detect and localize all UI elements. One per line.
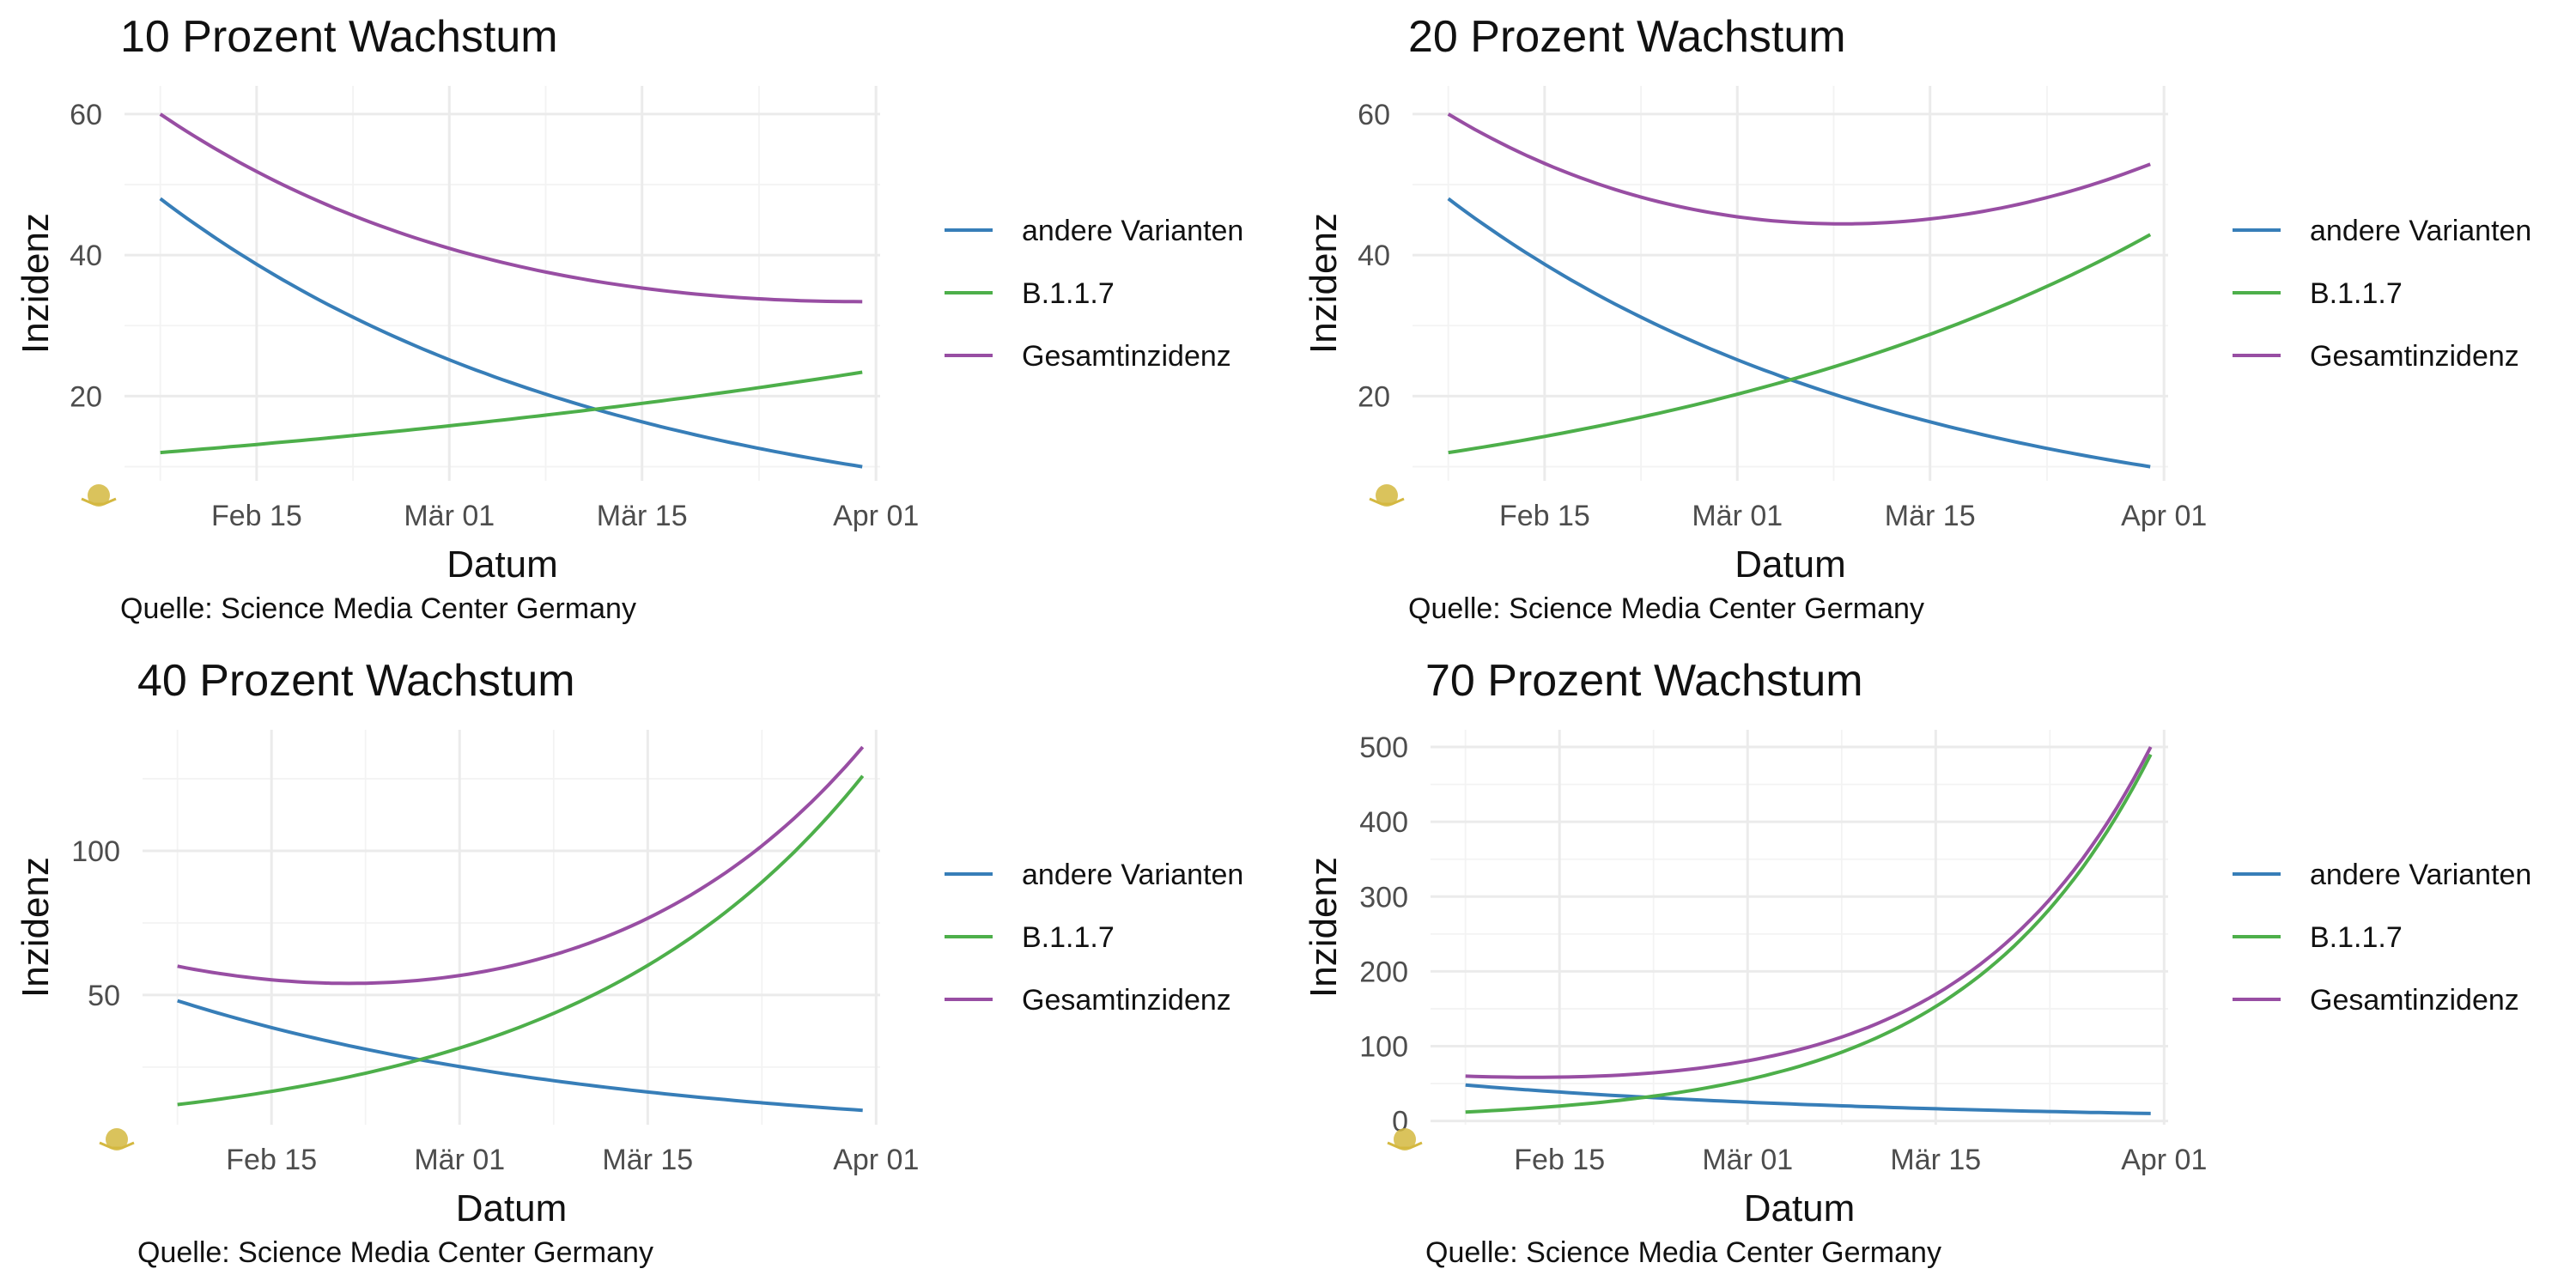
legend-label: B.1.1.7 — [2310, 277, 2403, 310]
y-axis-label: Inzidenz — [15, 857, 57, 998]
y-axis-label: Inzidenz — [1303, 857, 1345, 998]
y-axis-label: Inzidenz — [15, 213, 57, 354]
y-tick-label: 500 — [1359, 732, 1408, 764]
series-line-2 — [177, 774, 865, 1107]
x-axis-label: Datum — [456, 1187, 568, 1229]
chart-svg: Feb 15 Mär 01 Mär 15 Apr 01 20 40 60 10 Prozent… — [15, 12, 1243, 625]
legend-label: andere Varianten — [1022, 215, 1243, 247]
x-tick-label: Feb 15 — [1499, 500, 1590, 532]
x-tick-label: Mär 15 — [597, 500, 688, 532]
chart-panel-4: Feb 15 Mär 01 Mär 15 Apr 01 0 100 200 300 400 500… — [1288, 644, 2576, 1287]
x-tick-label: Mär 15 — [1890, 1144, 1981, 1176]
x-tick-label: Mär 01 — [414, 1144, 505, 1176]
y-tick-label: 400 — [1359, 806, 1408, 839]
series-line-2 — [1465, 753, 2153, 1114]
series-line-1 — [177, 999, 863, 1113]
x-tick-label: Apr 01 — [833, 500, 919, 532]
y-tick-label: 60 — [1358, 99, 1390, 131]
x-tick-label: Mär 15 — [602, 1144, 693, 1176]
legend-label: B.1.1.7 — [1022, 277, 1115, 310]
chart-title: 10 Prozent Wachstum — [120, 12, 558, 62]
x-tick-label: Apr 01 — [2121, 1144, 2207, 1176]
chart-panel-1: Feb 15 Mär 01 Mär 15 Apr 01 20 40 60 10 Prozent… — [0, 0, 1288, 643]
x-tick-label: Apr 01 — [833, 1144, 919, 1176]
legend-label: Gesamtinzidenz — [1022, 984, 1231, 1017]
smc-logo-icon — [99, 1128, 135, 1150]
x-axis-label: Datum — [1735, 543, 1846, 586]
x-tick-label: Feb 15 — [1514, 1144, 1605, 1176]
chart-title: 20 Prozent Wachstum — [1408, 12, 1846, 62]
legend-label: B.1.1.7 — [1022, 921, 1115, 954]
caption: Quelle: Science Media Center Germany — [120, 592, 636, 625]
legend-label: andere Varianten — [1022, 859, 1243, 891]
y-tick-label: 60 — [70, 99, 102, 131]
x-axis-label: Datum — [447, 543, 558, 586]
chart-title: 40 Prozent Wachstum — [137, 656, 575, 706]
x-tick-label: Mär 01 — [1702, 1144, 1793, 1176]
legend-label: andere Varianten — [2310, 215, 2531, 247]
y-axis-label: Inzidenz — [1303, 213, 1345, 354]
y-tick-label: 40 — [1358, 240, 1390, 272]
x-tick-label: Feb 15 — [226, 1144, 317, 1176]
series-line-1 — [1447, 197, 2151, 469]
y-tick-label: 200 — [1359, 956, 1408, 988]
smc-logo-icon — [1369, 484, 1405, 507]
series-line-3 — [177, 745, 865, 986]
y-tick-label: 40 — [70, 240, 102, 272]
chart-panel-3: Feb 15 Mär 01 Mär 15 Apr 01 50 100 40 Prozent … — [0, 644, 1288, 1287]
x-tick-label: Apr 01 — [2121, 500, 2207, 532]
smc-logo-icon — [1387, 1128, 1423, 1150]
series-line-1 — [1465, 1083, 2151, 1115]
x-tick-label: Mär 01 — [404, 500, 495, 532]
y-tick-label: 20 — [70, 380, 102, 413]
caption: Quelle: Science Media Center Germany — [1425, 1236, 1941, 1269]
chart-panel-2: Feb 15 Mär 01 Mär 15 Apr 01 20 40 60 20 Prozent… — [1288, 0, 2576, 643]
chart-svg: Feb 15 Mär 01 Mär 15 Apr 01 20 40 60 20 Prozent… — [1303, 12, 2531, 625]
legend-label: Gesamtinzidenz — [1022, 340, 1231, 373]
y-tick-label: 50 — [88, 980, 120, 1012]
x-tick-label: Mär 01 — [1692, 500, 1783, 532]
series-line-3 — [1465, 746, 2153, 1079]
y-tick-label: 20 — [1358, 380, 1390, 413]
y-tick-label: 300 — [1359, 881, 1408, 914]
legend-label: B.1.1.7 — [2310, 921, 2403, 954]
x-tick-label: Feb 15 — [211, 500, 302, 532]
chart-title: 70 Prozent Wachstum — [1425, 656, 1863, 706]
caption: Quelle: Science Media Center Germany — [137, 1236, 653, 1269]
legend-label: Gesamtinzidenz — [2310, 340, 2519, 373]
series-line-3 — [159, 112, 863, 304]
legend-label: andere Varianten — [2310, 859, 2531, 891]
legend-label: Gesamtinzidenz — [2310, 984, 2519, 1017]
x-tick-label: Mär 15 — [1885, 500, 1976, 532]
series-line-2 — [1448, 233, 2152, 455]
chart-svg: Feb 15 Mär 01 Mär 15 Apr 010100200300400500… — [1303, 656, 2531, 1269]
smc-logo-icon — [81, 484, 117, 507]
chart-svg: Feb 15 Mär 01 Mär 15 Apr 01 50 100 40 Prozent … — [15, 656, 1243, 1269]
series-line-3 — [1447, 112, 2151, 226]
x-axis-label: Datum — [1744, 1187, 1856, 1229]
series-line-1 — [159, 197, 863, 469]
series-line-2 — [160, 370, 863, 455]
y-tick-label: 100 — [1359, 1031, 1408, 1064]
caption: Quelle: Science Media Center Germany — [1408, 592, 1924, 625]
y-tick-label: 100 — [71, 835, 120, 868]
